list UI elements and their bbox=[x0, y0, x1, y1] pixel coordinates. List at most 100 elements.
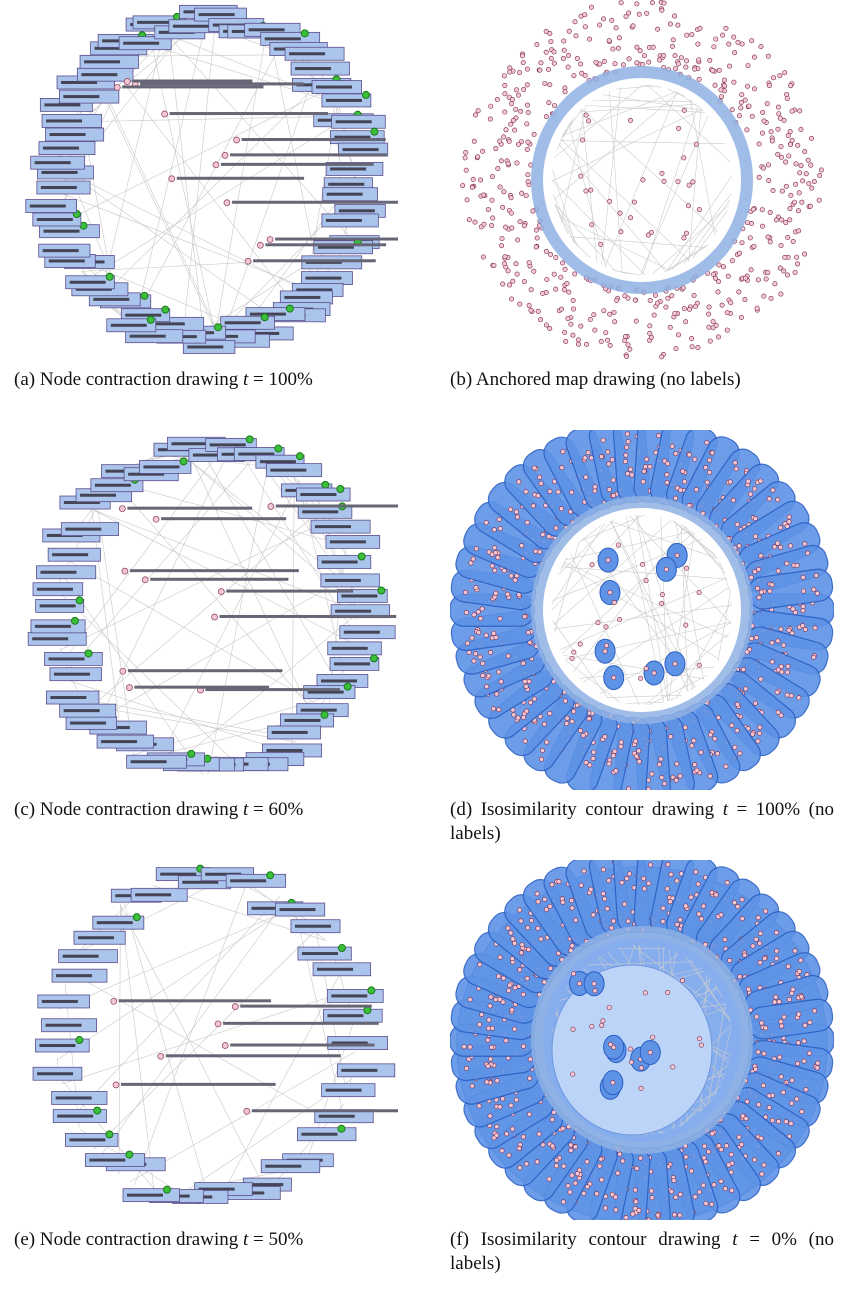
node bbox=[763, 909, 767, 913]
node bbox=[473, 652, 477, 656]
node bbox=[785, 670, 789, 674]
node bbox=[611, 493, 615, 497]
node bbox=[756, 1103, 760, 1107]
node bbox=[719, 913, 723, 917]
node bbox=[730, 108, 734, 112]
node bbox=[802, 149, 806, 153]
edge bbox=[691, 687, 696, 690]
label-text bbox=[70, 722, 106, 725]
node bbox=[514, 510, 518, 514]
node bbox=[563, 699, 567, 703]
label-text bbox=[143, 465, 179, 468]
node bbox=[548, 326, 552, 330]
label-text bbox=[111, 324, 147, 327]
label-text bbox=[43, 147, 79, 150]
node bbox=[682, 156, 686, 160]
node bbox=[788, 83, 792, 87]
node bbox=[727, 42, 731, 46]
node bbox=[632, 200, 636, 204]
node bbox=[748, 236, 752, 240]
node bbox=[603, 735, 607, 739]
node bbox=[799, 958, 803, 962]
node bbox=[544, 29, 548, 33]
node bbox=[625, 471, 629, 475]
node bbox=[628, 118, 632, 122]
node bbox=[657, 58, 661, 62]
label-text bbox=[131, 760, 167, 763]
node bbox=[746, 63, 750, 67]
node bbox=[812, 655, 816, 659]
node bbox=[740, 92, 744, 96]
node bbox=[633, 298, 637, 302]
node bbox=[508, 70, 512, 74]
node bbox=[472, 613, 476, 617]
node bbox=[729, 300, 733, 304]
node bbox=[162, 306, 169, 313]
node bbox=[772, 545, 776, 549]
caption: (c) Node contraction drawing t = 60% bbox=[14, 798, 398, 822]
node bbox=[478, 655, 482, 659]
node bbox=[480, 149, 484, 153]
node bbox=[464, 610, 468, 614]
node bbox=[697, 590, 701, 594]
edge bbox=[616, 86, 654, 89]
edge bbox=[561, 139, 690, 261]
node bbox=[538, 68, 542, 72]
node bbox=[232, 1004, 238, 1010]
node bbox=[550, 882, 554, 886]
node bbox=[717, 1144, 721, 1148]
label-text bbox=[177, 177, 304, 180]
node bbox=[756, 739, 760, 743]
node bbox=[786, 964, 790, 968]
node bbox=[676, 23, 680, 27]
node bbox=[257, 242, 263, 248]
node bbox=[801, 608, 805, 612]
node bbox=[777, 1000, 781, 1004]
node bbox=[94, 1107, 101, 1114]
node bbox=[487, 1018, 491, 1022]
node bbox=[515, 238, 519, 242]
node bbox=[569, 322, 573, 326]
node bbox=[635, 2, 639, 6]
node bbox=[463, 156, 467, 160]
node bbox=[565, 716, 569, 720]
node bbox=[665, 461, 669, 465]
node bbox=[489, 104, 493, 108]
node bbox=[623, 338, 627, 342]
label-text bbox=[43, 230, 79, 233]
node bbox=[643, 464, 647, 468]
node bbox=[682, 306, 686, 310]
node bbox=[768, 240, 772, 244]
node bbox=[578, 62, 582, 66]
node bbox=[623, 294, 627, 298]
node bbox=[711, 319, 715, 323]
node bbox=[676, 333, 680, 337]
node bbox=[609, 926, 613, 930]
node bbox=[614, 1208, 618, 1212]
edge bbox=[60, 519, 330, 650]
node bbox=[659, 601, 663, 605]
node bbox=[684, 231, 688, 235]
node bbox=[628, 347, 632, 351]
node bbox=[500, 205, 504, 209]
node bbox=[679, 56, 683, 60]
node bbox=[570, 1173, 574, 1177]
node bbox=[472, 139, 476, 143]
label-text bbox=[35, 161, 71, 164]
label-text bbox=[330, 167, 366, 170]
node bbox=[503, 83, 507, 87]
node bbox=[779, 1019, 783, 1023]
node bbox=[509, 574, 513, 578]
node bbox=[521, 60, 525, 64]
node bbox=[714, 893, 718, 897]
node bbox=[481, 193, 485, 197]
node bbox=[703, 465, 707, 469]
node bbox=[648, 298, 652, 302]
node bbox=[674, 1195, 678, 1199]
node bbox=[577, 981, 581, 985]
node bbox=[637, 12, 641, 16]
node bbox=[562, 288, 566, 292]
node bbox=[702, 1144, 706, 1148]
node bbox=[532, 466, 536, 470]
edge bbox=[292, 477, 294, 746]
